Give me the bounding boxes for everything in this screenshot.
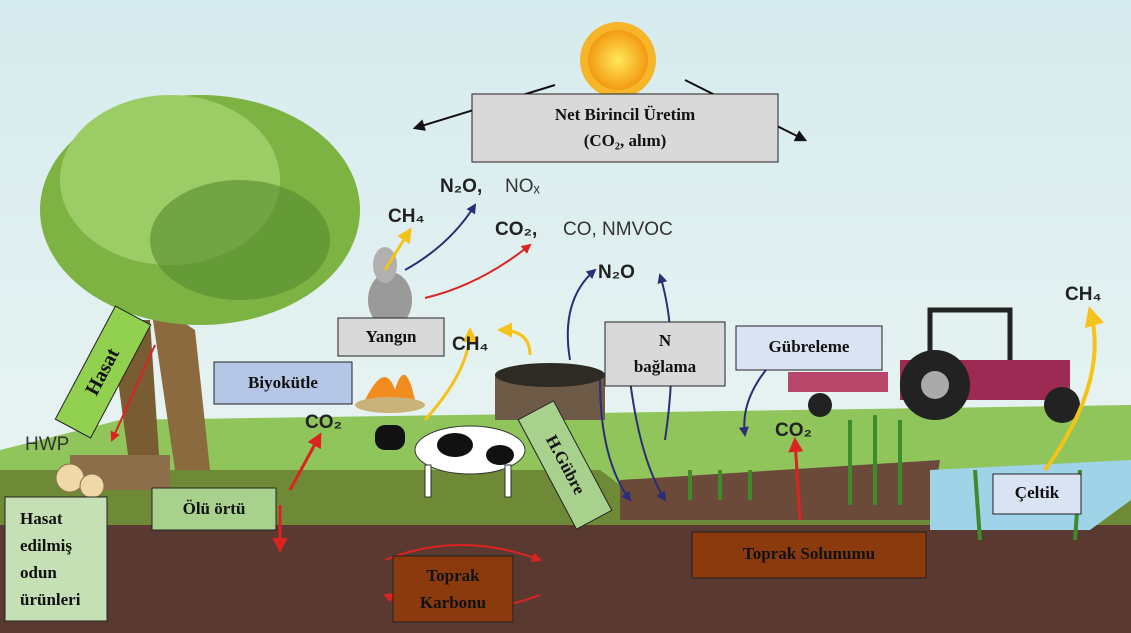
- gas-label: CH₄: [1065, 284, 1102, 305]
- box-label: N: [659, 331, 672, 350]
- gas-label: CO₂,: [495, 219, 537, 240]
- gas-label: CH₄: [388, 206, 425, 227]
- diagram: CH₄ N₂O, NOₓ CO₂, CO, NMVOC CH₄ N₂O CO₂ …: [0, 0, 1131, 633]
- gas-label: NOₓ: [505, 176, 541, 197]
- gas-label: HWP: [25, 434, 69, 455]
- box-label: Gübreleme: [769, 337, 850, 356]
- gas-label: CH₄: [452, 334, 489, 355]
- sun: [580, 22, 656, 98]
- box-label: edilmiş: [20, 536, 72, 555]
- box-label: Toprak Solunumu: [743, 544, 875, 563]
- box-label: Karbonu: [420, 593, 486, 612]
- box-label: Ölü örtü: [183, 499, 246, 518]
- gas-label: CO₂: [305, 412, 342, 433]
- box-label: (CO₂, alım): [584, 131, 667, 150]
- box-label: Yangın: [365, 327, 417, 346]
- box-label: Net Birincil Üretim: [555, 105, 695, 124]
- box-label: ürünleri: [20, 590, 81, 609]
- gas-label: CO₂: [775, 420, 812, 441]
- box-label: bağlama: [634, 357, 697, 376]
- box-label: Toprak: [426, 566, 480, 585]
- box-label: Biyokütle: [248, 373, 318, 392]
- box-label: odun: [20, 563, 57, 582]
- gas-label: CO, NMVOC: [563, 219, 673, 240]
- gas-label: N₂O: [598, 262, 635, 283]
- box-label: Çeltik: [1015, 483, 1060, 502]
- box-label: Hasat: [20, 509, 63, 528]
- gas-label: N₂O,: [440, 176, 482, 197]
